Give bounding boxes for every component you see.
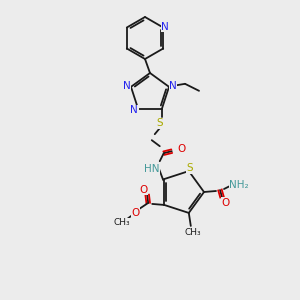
Text: O: O xyxy=(222,198,230,208)
Text: N: N xyxy=(169,81,177,91)
Text: NH₂: NH₂ xyxy=(229,180,249,190)
Text: N: N xyxy=(123,81,131,91)
Text: S: S xyxy=(187,163,193,173)
Text: CH₃: CH₃ xyxy=(114,218,130,227)
Text: O: O xyxy=(139,185,147,195)
Text: CH₃: CH₃ xyxy=(184,228,201,237)
Text: N: N xyxy=(130,105,138,115)
Text: O: O xyxy=(178,144,186,154)
Text: O: O xyxy=(131,208,139,218)
Text: S: S xyxy=(156,118,163,128)
Text: HN: HN xyxy=(144,164,160,174)
Text: N: N xyxy=(161,22,169,32)
